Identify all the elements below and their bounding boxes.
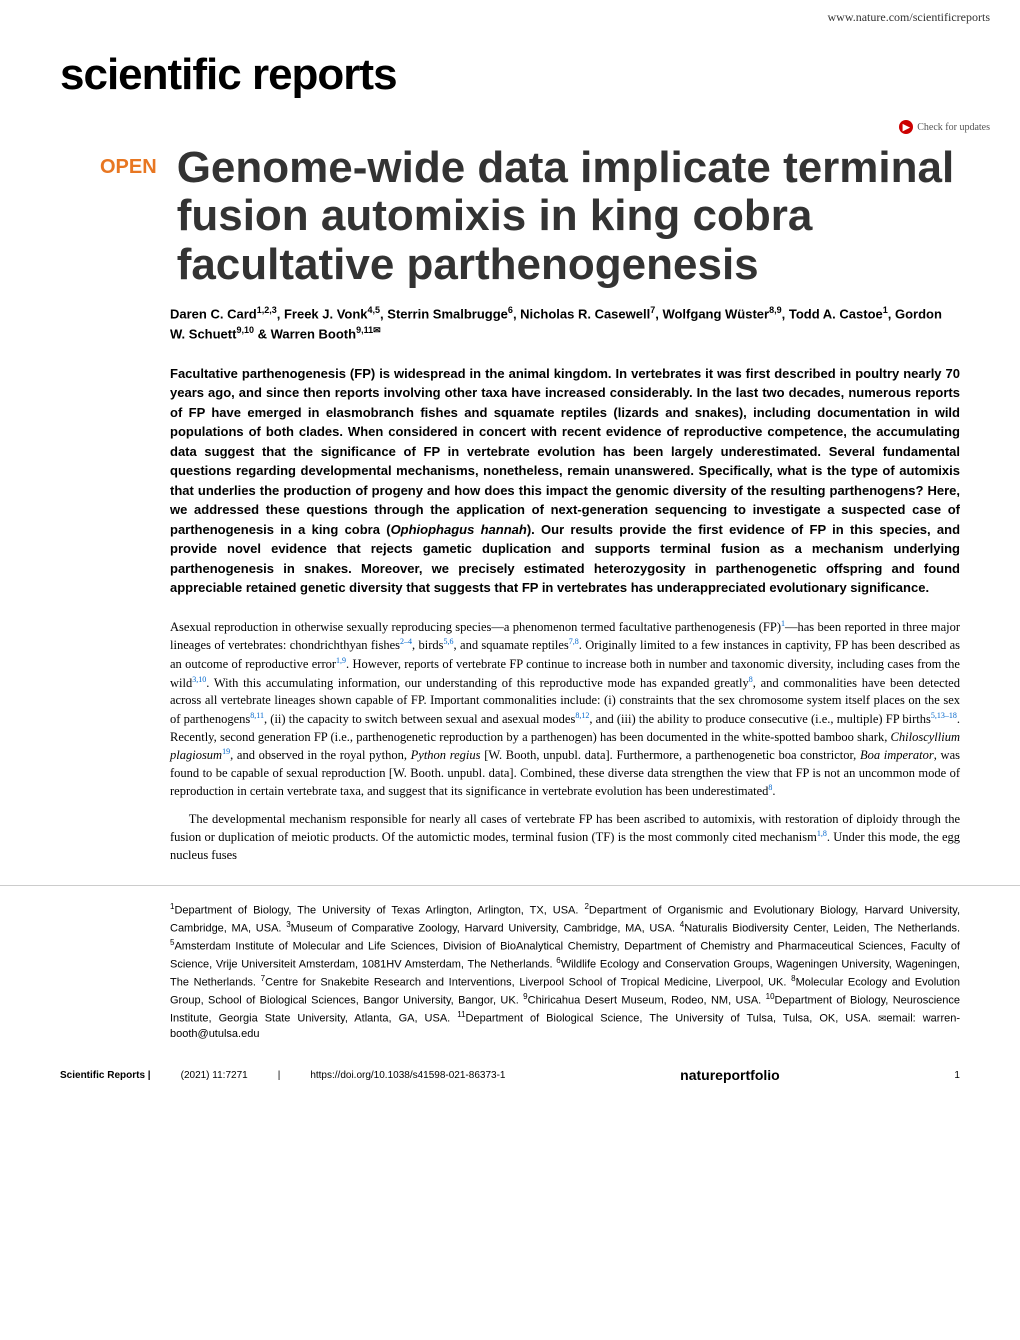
journal-name: scientific reports <box>0 30 1020 110</box>
body-text: Asexual reproduction in otherwise sexual… <box>0 598 1020 865</box>
affiliations: 1Department of Biology, The University o… <box>0 885 1020 1043</box>
page-footer: Scientific Reports | (2021) 11:7271 | ht… <box>0 1042 1020 1098</box>
check-updates-label: Check for updates <box>917 122 990 133</box>
check-updates-link[interactable]: ▶ Check for updates <box>0 110 1020 134</box>
page-number: 1 <box>954 1070 960 1081</box>
site-url: www.nature.com/scientificreports <box>0 0 1020 30</box>
check-updates-icon: ▶ <box>899 120 913 134</box>
abstract: Facultative parthenogenesis (FP) is wide… <box>0 344 1020 598</box>
article-title: Genome-wide data implicate terminal fusi… <box>177 144 960 289</box>
open-access-badge: OPEN <box>100 144 157 289</box>
paragraph-2: The developmental mechanism responsible … <box>170 811 960 865</box>
author-list: Daren C. Card1,2,3, Freek J. Vonk4,5, St… <box>0 289 1020 344</box>
citation: (2021) 11:7271 <box>181 1070 248 1081</box>
publisher-logo: natureportfolio <box>680 1067 780 1083</box>
journal-ref: Scientific Reports | <box>60 1070 151 1081</box>
paragraph-1: Asexual reproduction in otherwise sexual… <box>170 618 960 801</box>
doi: https://doi.org/10.1038/s41598-021-86373… <box>310 1070 505 1081</box>
